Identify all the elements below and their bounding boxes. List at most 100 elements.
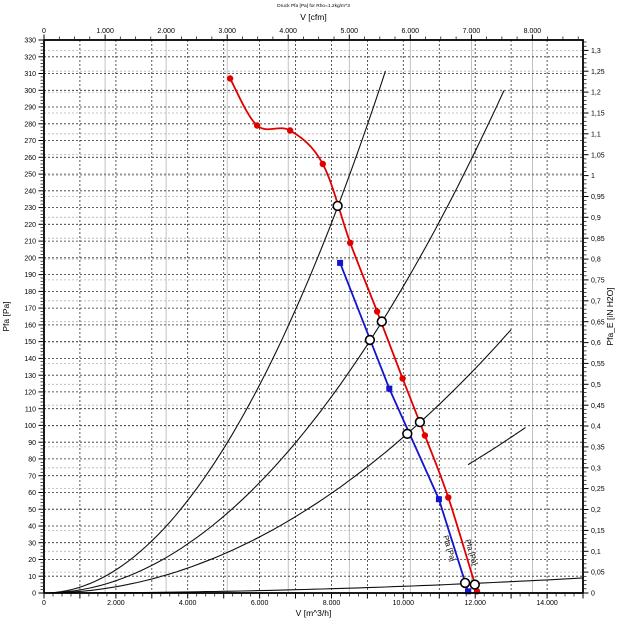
right-axis-label: Pfa_E [iN H2O] <box>605 287 615 345</box>
system-curve-4 <box>467 427 526 466</box>
fan-curve-1-marker <box>286 127 294 134</box>
top-tick-label: 6.000 <box>402 28 420 35</box>
top-tick-label: 4.000 <box>279 28 297 35</box>
left-tick-label: 240 <box>24 188 36 195</box>
left-tick-label: 310 <box>24 71 36 78</box>
right-tick-label: 0,1 <box>591 549 601 556</box>
fan-curve-2-marker <box>435 496 442 503</box>
bottom-tick-label: 14.000 <box>536 600 558 607</box>
fan-curve-1-marker <box>421 432 429 439</box>
left-tick-label: 100 <box>24 423 36 430</box>
left-tick-label: 110 <box>25 406 36 413</box>
left-tick-label: 140 <box>24 356 36 363</box>
chart-frame <box>43 39 584 594</box>
right-tick-label: 1,15 <box>591 111 605 118</box>
right-tick-label: 0,45 <box>591 403 605 410</box>
right-tick-label: 0,95 <box>591 194 605 201</box>
system-curve-1 <box>43 71 386 594</box>
left-tick-label: 120 <box>24 390 36 397</box>
left-tick-label: 0 <box>32 591 36 598</box>
left-tick-label: 290 <box>24 105 36 112</box>
top-tick-label: 3.000 <box>218 28 236 35</box>
operating-point <box>332 200 343 212</box>
right-tick-label: 1,3 <box>591 48 601 55</box>
right-tick-label: 0,2 <box>591 507 601 514</box>
left-tick-label: 230 <box>24 205 36 212</box>
bottom-tick-label: 2.000 <box>107 600 125 607</box>
left-tick-label: 200 <box>24 255 36 262</box>
system-curve-2 <box>43 90 505 594</box>
left-tick-label: 30 <box>28 540 36 547</box>
bottom-tick-label: 6.000 <box>251 600 269 607</box>
right-tick-label: 0,6 <box>591 340 601 347</box>
right-tick-label: 0,8 <box>591 257 601 264</box>
axis-ticks <box>38 34 589 599</box>
fan-curve-2-marker <box>465 588 471 595</box>
right-tick-label: 0,5 <box>591 382 601 389</box>
top-tick-label: 1.000 <box>96 28 114 35</box>
right-tick-label: 1,05 <box>591 152 605 159</box>
left-tick-label: 90 <box>28 440 36 447</box>
operating-points <box>332 200 480 590</box>
right-tick-label: 0,9 <box>591 215 601 222</box>
right-tick-label: 0,15 <box>591 528 605 535</box>
left-tick-label: 180 <box>24 289 36 296</box>
right-tick-label: 1 <box>591 173 595 180</box>
right-tick-label: 0,25 <box>591 486 605 493</box>
operating-point <box>364 334 376 346</box>
bottom-axis-label: V [m^3/h] <box>296 608 332 618</box>
top-tick-label: 7.000 <box>463 28 481 35</box>
secondary-grid <box>44 40 583 593</box>
right-tick-label: 1,25 <box>591 69 605 76</box>
chart-title: Druck Pfa [Pa] for Rho=1.2kg/m^3 <box>277 3 350 9</box>
operating-point <box>459 577 471 589</box>
left-tick-label: 130 <box>24 373 36 380</box>
left-tick-label: 220 <box>24 222 36 229</box>
left-tick-label: 330 <box>24 38 36 45</box>
top-tick-label: 5.000 <box>341 28 359 35</box>
fan-curve-1-line <box>229 78 478 592</box>
right-tick-label: 0,65 <box>591 319 605 326</box>
right-tick-label: 0,85 <box>591 236 605 243</box>
left-tick-label: 210 <box>24 239 36 246</box>
left-tick-label: 20 <box>28 557 36 564</box>
fan-curve-1-marker <box>226 75 234 82</box>
left-tick-label: 60 <box>28 490 36 497</box>
fan-curve-2-marker <box>337 259 344 266</box>
left-tick-label: 250 <box>24 172 36 179</box>
left-axis-label: Pfa [Pa] <box>1 301 11 331</box>
bottom-tick-label: 12.000 <box>464 600 486 607</box>
left-tick-label: 10 <box>28 574 36 581</box>
right-tick-label: 0,3 <box>591 465 601 472</box>
left-tick-label: 170 <box>24 306 36 313</box>
left-tick-label: 160 <box>24 323 36 330</box>
left-tick-label: 50 <box>28 507 36 514</box>
left-tick-label: 80 <box>28 457 36 464</box>
axis-tick-labels: 0 2.000 4.000 6.000 8.000 10.000 12.000 14.0000… <box>24 28 604 607</box>
fan-curve-2 <box>337 259 471 595</box>
left-tick-label: 150 <box>24 339 36 346</box>
operating-point <box>469 579 480 590</box>
left-tick-label: 280 <box>24 121 36 128</box>
right-tick-label: 0,05 <box>591 570 605 577</box>
fan-curve-1-marker <box>253 122 261 129</box>
right-tick-label: 0,55 <box>591 361 605 368</box>
fan-curve-2-line <box>339 262 469 592</box>
left-tick-label: 320 <box>24 54 36 61</box>
right-tick-label: 0,75 <box>591 278 605 285</box>
right-tick-label: 0,4 <box>591 424 601 431</box>
left-tick-label: 70 <box>28 473 36 480</box>
right-tick-label: 0,7 <box>591 298 601 305</box>
fan-curve-1-marker <box>319 160 326 168</box>
top-tick-label: 0 <box>42 28 46 35</box>
fan-curve-2-marker <box>386 385 393 392</box>
fan-curve-1-marker <box>445 494 452 501</box>
fan-curve-1 <box>226 75 481 595</box>
fan-curve-1-marker <box>347 239 354 246</box>
left-tick-label: 260 <box>24 155 36 162</box>
bottom-tick-label: 4.000 <box>179 600 197 607</box>
bottom-tick-label: 10.000 <box>393 600 415 607</box>
bottom-tick-label: 8.000 <box>323 600 341 607</box>
left-tick-label: 270 <box>24 138 36 145</box>
right-tick-label: 1,1 <box>591 131 601 138</box>
